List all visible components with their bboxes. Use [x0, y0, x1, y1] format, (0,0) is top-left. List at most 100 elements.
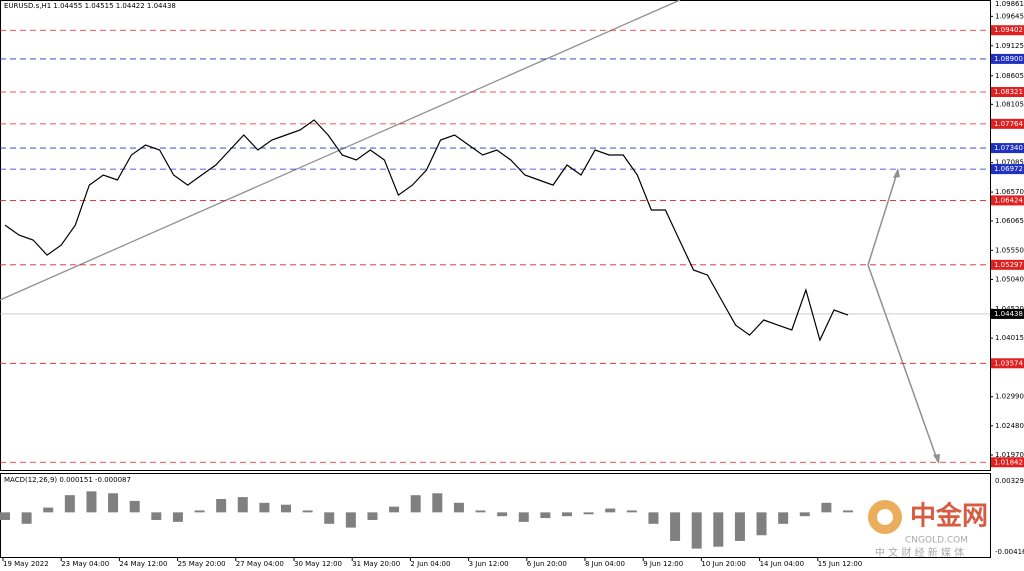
current-label: 1.04438 — [994, 310, 1023, 318]
macd-bar — [821, 502, 832, 513]
level-label: 1.06972 — [994, 165, 1023, 173]
x-tick-label: 27 May 04:00 — [236, 560, 284, 568]
level-label: 1.03574 — [994, 359, 1023, 367]
current-tag — [991, 308, 1024, 319]
macd-bar — [0, 512, 10, 520]
y-tick-label: 1.08605 — [995, 72, 1024, 80]
macd-bar — [108, 493, 119, 513]
level-label: 1.07764 — [994, 120, 1023, 128]
logo-inner — [877, 509, 893, 525]
y-tick-label: 1.05040 — [995, 276, 1024, 284]
macd-bar — [86, 491, 97, 513]
level-label: 1.08321 — [994, 88, 1023, 96]
macd-bar — [583, 512, 594, 515]
symbol-header: EURUSD.s,H1 1.04455 1.04515 1.04422 1.04… — [4, 2, 176, 10]
macd-bar — [194, 510, 205, 513]
macd-bar — [778, 512, 789, 524]
level-tag — [991, 259, 1024, 270]
x-tick-label: 30 May 12:00 — [294, 560, 342, 568]
level-label: 1.08900 — [994, 55, 1023, 63]
macd-bar — [691, 512, 702, 549]
arrow-head — [893, 168, 900, 178]
macd-bar — [626, 510, 637, 513]
x-tick-label: 8 Jun 04:00 — [585, 560, 625, 568]
macd-bar — [670, 512, 681, 541]
level-tag — [991, 87, 1024, 98]
y-tick-label: 1.08105 — [995, 100, 1024, 108]
macd-bar — [453, 502, 464, 513]
macd-bar — [475, 510, 486, 513]
macd-bar — [648, 512, 659, 524]
x-tick-label: 31 May 20:00 — [352, 560, 400, 568]
macd-bar — [713, 512, 724, 547]
main-frame — [0, 0, 991, 471]
level-tag — [991, 53, 1024, 64]
macd-bar — [259, 502, 270, 513]
x-tick-label: 19 May 2022 — [3, 560, 49, 568]
macd-bar — [43, 507, 54, 513]
y-tick-label: 1.02480 — [995, 422, 1024, 430]
x-tick-label: 25 May 20:00 — [178, 560, 226, 568]
level-label: 1.06424 — [994, 196, 1023, 204]
y-tick-label: 1.09125 — [995, 42, 1024, 50]
macd-bar — [324, 512, 335, 524]
x-tick-label: 23 May 04:00 — [61, 560, 109, 568]
level-label: 1.09402 — [994, 26, 1023, 34]
level-label: 1.01842 — [994, 458, 1023, 466]
brand: 中金网 — [910, 501, 988, 532]
x-tick-label: 24 May 12:00 — [119, 560, 167, 568]
y-tick-label: 1.02990 — [995, 393, 1024, 401]
level-tag — [991, 118, 1024, 129]
macd-bar — [605, 508, 616, 513]
macd-bar — [216, 498, 227, 513]
site: CNGOLD.COM — [905, 536, 968, 546]
macd-bar — [843, 510, 853, 513]
macd-bar — [799, 512, 810, 517]
macd-bar — [432, 493, 443, 513]
macd-bar — [367, 512, 378, 520]
level-tag — [991, 25, 1024, 36]
y-tick-label: 1.04015 — [995, 334, 1024, 342]
y-tick-label: 1.05550 — [995, 246, 1024, 254]
slogan: 中 文 财 经 新 媒 体 — [875, 546, 964, 559]
level-label: 1.07340 — [994, 144, 1023, 152]
macd-bar — [562, 512, 572, 517]
level-tag — [991, 195, 1024, 206]
macd-bar — [129, 500, 140, 513]
price-line — [4, 119, 849, 342]
macd-bar — [497, 512, 508, 517]
macd-bar — [518, 512, 529, 522]
macd-bar — [172, 512, 183, 522]
trend-line — [0, 0, 681, 301]
macd-bar — [734, 512, 745, 541]
macd-bar — [756, 512, 767, 536]
y-tick-label: 1.09645 — [995, 12, 1024, 20]
macd-bar — [540, 512, 551, 519]
macd-tick-label: 0.003292 — [995, 477, 1024, 485]
x-tick-label: 10 Jun 20:00 — [701, 560, 745, 568]
macd-bar — [64, 495, 75, 513]
level-tag — [991, 164, 1024, 175]
y-tick-label: 1.07085 — [995, 159, 1024, 167]
macd-bar — [21, 512, 32, 524]
macd-bar — [151, 512, 162, 520]
watermark: 中金网 CNGOLD.COM 中 文 财 经 新 媒 体 — [868, 500, 988, 559]
y-tick-label: 1.01970 — [995, 451, 1024, 459]
level-tag — [991, 358, 1024, 369]
x-tick-label: 6 Jun 20:00 — [527, 560, 567, 568]
y-tick-label: 1.09861 — [995, 0, 1024, 8]
x-tick-label: 2 Jun 04:00 — [410, 560, 450, 568]
level-tag — [991, 143, 1024, 154]
projection-arrow — [867, 169, 899, 266]
macd-frame — [0, 473, 991, 558]
arrow-head — [933, 454, 940, 464]
x-tick-label: 9 Jun 12:00 — [643, 560, 683, 568]
level-tag — [991, 457, 1024, 468]
y-tick-label: 1.06570 — [995, 188, 1024, 196]
macd-bar — [281, 504, 291, 513]
x-tick-label: 14 Jun 04:00 — [760, 560, 804, 568]
macd-bar — [237, 497, 248, 513]
macd-bar — [410, 495, 421, 513]
